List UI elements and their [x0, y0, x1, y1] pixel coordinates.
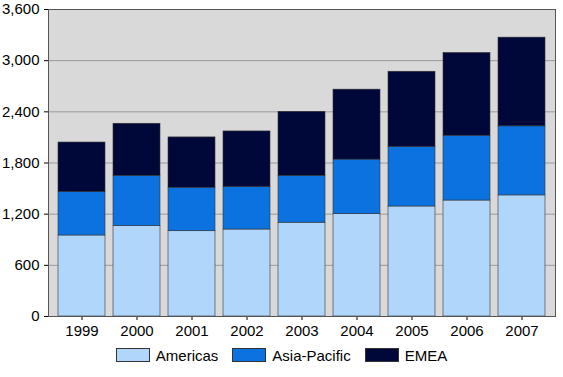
svg-text:1,800: 1,800 [2, 154, 40, 171]
svg-text:2004: 2004 [340, 322, 373, 339]
svg-text:3,000: 3,000 [2, 51, 40, 68]
svg-text:2005: 2005 [395, 322, 428, 339]
svg-text:1,200: 1,200 [2, 205, 40, 222]
svg-text:2001: 2001 [175, 322, 208, 339]
svg-text:2,400: 2,400 [2, 103, 40, 120]
html-text:Asia-Pacific: Asia-Pacific [272, 346, 351, 364]
svg-text:2006: 2006 [450, 322, 483, 339]
svg-text:2000: 2000 [120, 322, 153, 339]
svg-text:3,600: 3,600 [2, 0, 40, 17]
svg-text:2003: 2003 [285, 322, 318, 339]
html-text:Americas: Americas [155, 346, 219, 364]
svg-text:2007: 2007 [505, 322, 538, 339]
svg-text:2002: 2002 [230, 322, 263, 339]
svg-text:0: 0 [31, 307, 39, 324]
html-text:EMEA: EMEA [404, 346, 448, 364]
svg-text:600: 600 [14, 256, 39, 273]
svg-text:1999: 1999 [65, 322, 98, 339]
